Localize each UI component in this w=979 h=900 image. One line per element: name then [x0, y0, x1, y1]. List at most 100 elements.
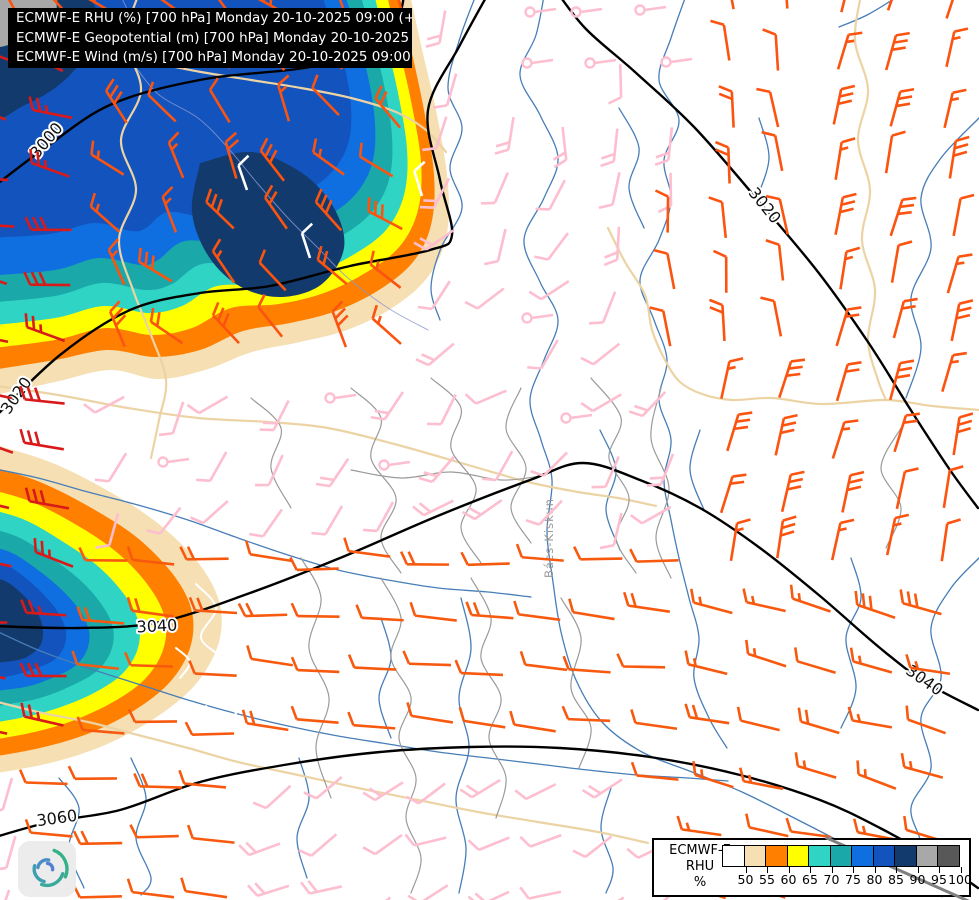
- legend-swatch: [894, 845, 917, 867]
- admin-border: [560, 597, 592, 769]
- wind-barb: [834, 192, 857, 235]
- calm-wind-marker: [521, 57, 554, 69]
- legend-swatch: [851, 845, 874, 867]
- wind-barb: [33, 538, 74, 568]
- wind-barb: [890, 240, 913, 283]
- wind-barb: [745, 639, 787, 668]
- calm-wind-marker: [157, 456, 190, 468]
- wind-barb: [28, 96, 73, 120]
- wind-barb: [259, 137, 286, 182]
- wind-barb: [856, 760, 897, 790]
- wind-barb: [188, 660, 237, 677]
- wind-barb: [0, 224, 15, 228]
- wind-barb: [785, 0, 789, 9]
- wind-barb: [252, 784, 292, 810]
- wind-barb: [347, 654, 397, 671]
- wind-barb: [653, 248, 676, 290]
- wind-barb: [20, 702, 64, 727]
- wind-barb: [832, 84, 856, 125]
- wind-barb: [676, 815, 722, 837]
- wind-barb: [0, 504, 10, 510]
- wind-barb: [654, 189, 670, 233]
- admin-border: [250, 397, 292, 509]
- legend-tick-label: 50: [737, 872, 754, 887]
- wind-barb: [461, 498, 503, 521]
- logo-spiral-arc: [36, 858, 51, 870]
- title-line-wind: ECMWF-E Wind (m/s) [700 hPa] Monday 20-1…: [16, 49, 412, 65]
- wind-barb: [180, 877, 228, 899]
- wind-barb: [300, 222, 314, 259]
- wind-barb: [407, 884, 449, 900]
- calm-wind-marker: [584, 57, 617, 69]
- wind-barb: [528, 280, 570, 301]
- wind-barb: [780, 470, 805, 513]
- wind-barb: [7, 0, 17, 12]
- wind-barb: [369, 250, 402, 289]
- wind-barb: [314, 188, 343, 232]
- wind-barb: [835, 361, 862, 402]
- legend-tick-label: 90: [909, 872, 926, 887]
- wind-barb: [0, 621, 8, 624]
- wind-barb: [598, 172, 621, 210]
- wind-barb: [893, 412, 920, 453]
- wind-barb: [738, 767, 784, 791]
- wind-barb: [941, 351, 967, 393]
- wind-barb: [467, 836, 510, 852]
- wind-barb: [315, 458, 350, 488]
- legend-swatch: [915, 845, 938, 867]
- wind-barb: [149, 307, 184, 345]
- wind-barb: [0, 835, 17, 871]
- wind-barb: [793, 647, 837, 675]
- wind-barb: [895, 467, 919, 510]
- wind-barb: [834, 137, 856, 180]
- wind-barb: [561, 705, 611, 723]
- wind-barb: [841, 470, 865, 513]
- wind-barb: [107, 238, 126, 286]
- wind-barb: [535, 179, 566, 211]
- legend-swatch: [937, 845, 960, 867]
- wind-barb: [726, 411, 753, 452]
- wind-barb: [765, 194, 789, 235]
- wind-barb: [276, 74, 291, 122]
- country-border: [149, 60, 448, 154]
- wind-barb: [417, 280, 451, 311]
- wind-barb: [95, 513, 120, 549]
- wind-barb: [831, 419, 859, 459]
- wind-barb: [123, 651, 173, 668]
- wind-barb: [24, 313, 66, 343]
- wind-barb: [942, 465, 964, 508]
- wind-barb: [589, 291, 617, 325]
- wind-barb: [760, 296, 783, 337]
- legend-tick: [896, 867, 897, 873]
- wind-barb: [399, 551, 449, 566]
- wind-barb: [884, 31, 910, 71]
- calm-wind-marker: [324, 392, 357, 404]
- wind-barb: [126, 878, 175, 899]
- logo-spiral-arc: [45, 861, 55, 872]
- wind-barb: [0, 562, 12, 568]
- wind-barb: [839, 246, 861, 290]
- legend-title-unit: %: [693, 875, 707, 890]
- admin-border: [300, 557, 332, 799]
- wind-barb: [249, 508, 284, 538]
- legend-swatch: [872, 845, 895, 867]
- legend-tick: [874, 867, 876, 873]
- calm-wind-marker: [634, 4, 667, 16]
- logo-spiral-arc: [32, 864, 46, 884]
- wind-barb: [0, 178, 9, 182]
- wind-barb: [509, 710, 556, 733]
- legend-tick-label: 60: [780, 872, 797, 887]
- wind-barb: [718, 85, 735, 128]
- legend-swatch: [829, 845, 852, 867]
- legend-tick-label: 55: [759, 872, 775, 887]
- legend-tick: [788, 867, 790, 873]
- river: [756, 117, 770, 199]
- wind-barb: [886, 0, 894, 11]
- river: [378, 617, 392, 739]
- wind-barb: [238, 841, 281, 857]
- admin-border: [430, 377, 482, 564]
- wind-barb: [623, 591, 671, 613]
- country-border: [0, 701, 650, 845]
- legend-tick: [939, 867, 940, 873]
- wind-barb: [950, 299, 974, 342]
